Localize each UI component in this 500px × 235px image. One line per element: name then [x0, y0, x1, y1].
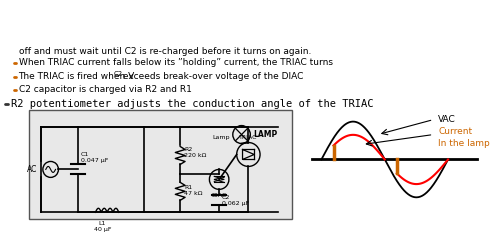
Text: R2
220 kΩ: R2 220 kΩ: [184, 147, 206, 158]
Text: DIAC: DIAC: [212, 193, 227, 198]
Text: R1
47 kΩ: R1 47 kΩ: [184, 185, 203, 196]
Text: off and must wait until C2 is re-charged before it turns on again.: off and must wait until C2 is re-charged…: [18, 47, 311, 56]
Text: C2: C2: [114, 71, 122, 77]
Text: R2 potentiometer adjusts the conduction angle of the TRIAC: R2 potentiometer adjusts the conduction …: [10, 99, 373, 109]
Text: TRIAC: TRIAC: [239, 134, 258, 140]
Text: AC: AC: [26, 165, 37, 174]
Text: C2
0.062 μF: C2 0.062 μF: [222, 195, 250, 206]
Bar: [29, 110, 292, 219]
Text: VAC: VAC: [438, 115, 456, 124]
Text: Lamp: Lamp: [212, 135, 230, 140]
Text: C2 capacitor is charged via R2 and R1: C2 capacitor is charged via R2 and R1: [18, 85, 192, 94]
Text: In the lamp: In the lamp: [438, 139, 490, 148]
Text: The TRIAC is fired when V: The TRIAC is fired when V: [18, 72, 135, 81]
Text: exceeds break-over voltage of the DIAC: exceeds break-over voltage of the DIAC: [120, 72, 304, 81]
Text: L1
40 μF: L1 40 μF: [94, 221, 111, 232]
Text: When TRIAC current falls below its ”holding” current, the TRIAC turns: When TRIAC current falls below its ”hold…: [18, 58, 332, 67]
Text: C1
0.047 μF: C1 0.047 μF: [81, 152, 108, 163]
Text: Current: Current: [438, 127, 472, 136]
Text: LAMP: LAMP: [253, 130, 278, 139]
